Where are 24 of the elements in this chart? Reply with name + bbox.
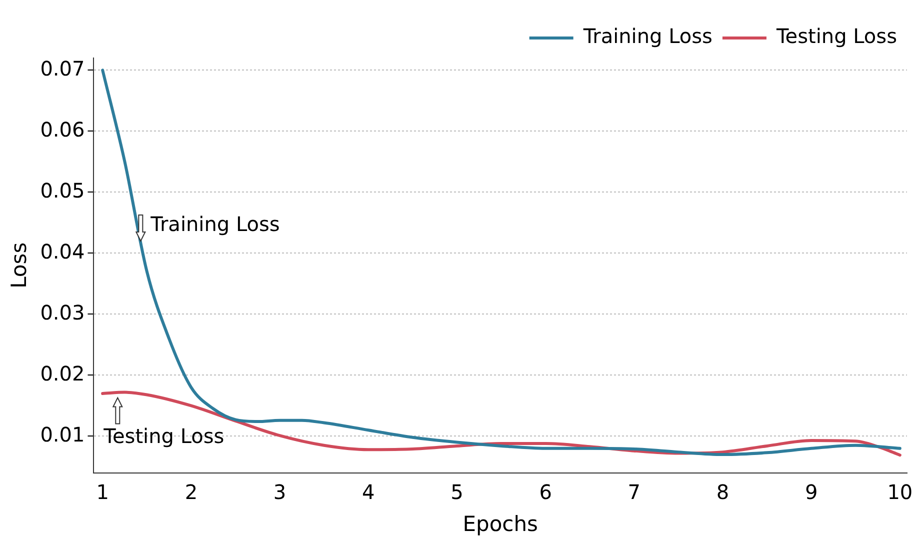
legend-label: Training Loss [582, 24, 712, 48]
x-tick-label: 9 [804, 480, 818, 504]
x-tick-label: 5 [450, 480, 464, 504]
x-tick-label: 7 [628, 480, 641, 504]
x-tick-label: 4 [362, 480, 375, 504]
x-tick-label: 2 [184, 480, 198, 504]
x-tick-label: 3 [273, 480, 286, 504]
x-tick-label: 6 [539, 480, 552, 504]
y-tick-label: 0.03 [40, 300, 85, 324]
y-tick-label: 0.04 [40, 239, 85, 264]
x-tick-label: 8 [716, 480, 730, 504]
x-tick-label: 1 [96, 480, 109, 504]
y-tick-label: 0.07 [40, 56, 85, 80]
y-tick-label: 0.06 [40, 117, 85, 142]
y-tick-label: 0.01 [40, 422, 85, 446]
x-axis-title: Epochs [462, 512, 538, 536]
legend-label: Testing Loss [775, 24, 898, 48]
x-tick-label: 10 [887, 480, 913, 504]
y-axis-title: Loss [7, 242, 32, 288]
y-tick-label: 0.02 [40, 361, 85, 386]
line-series [101, 68, 902, 456]
annotation: Testing Loss [102, 424, 224, 448]
y-tick-label: 0.05 [40, 178, 85, 202]
annotation: Training Loss [150, 212, 280, 236]
